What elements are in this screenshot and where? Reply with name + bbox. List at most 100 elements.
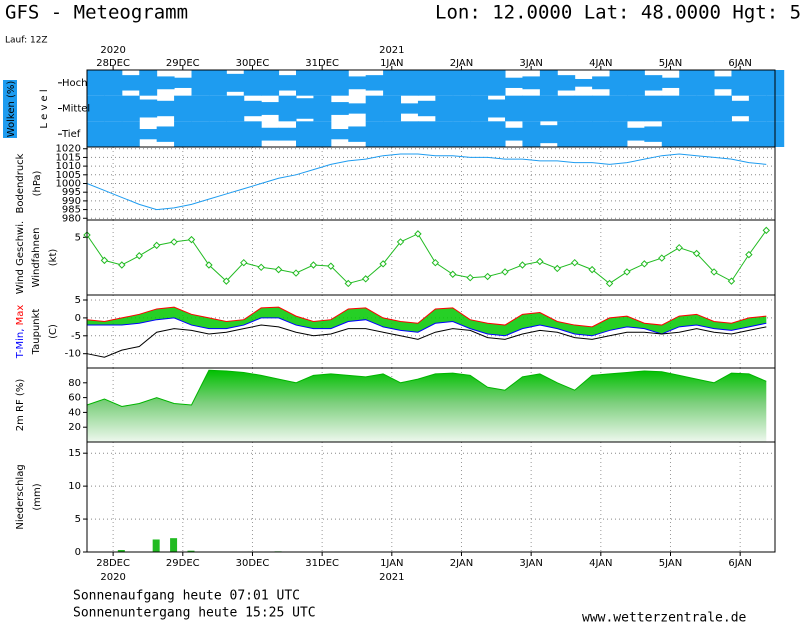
marker xyxy=(379,260,387,268)
axis-label: (C) xyxy=(48,324,59,339)
run: Lauf: 12Z xyxy=(5,36,48,46)
cloud-cell xyxy=(470,70,489,96)
y-tick-label: 15 xyxy=(68,448,81,459)
cloud-cell xyxy=(313,121,332,147)
cloud-cell xyxy=(487,99,506,118)
date-label: 28DEC xyxy=(96,58,130,69)
cloud-cell xyxy=(365,121,384,147)
year-label: 2020 xyxy=(100,45,125,56)
cloud-cell xyxy=(278,95,297,122)
label-box xyxy=(3,80,17,138)
marker xyxy=(449,270,457,278)
series-line xyxy=(86,324,767,358)
cloud-cell xyxy=(191,95,210,122)
cloud-cell xyxy=(661,77,680,88)
series-line xyxy=(87,317,767,337)
cloud-cell xyxy=(400,103,419,114)
cloud-cell xyxy=(609,121,628,147)
year-label: 2021 xyxy=(379,45,404,56)
source: www.wetterzentrale.de xyxy=(582,611,747,625)
cloud-cell xyxy=(383,121,402,147)
marker xyxy=(518,261,527,269)
marker xyxy=(170,238,178,246)
cloud-cell xyxy=(261,102,280,115)
cloud-cell xyxy=(557,75,576,91)
date-label: 30DEC xyxy=(236,558,270,569)
cloud-cell xyxy=(330,102,349,115)
marker xyxy=(658,254,666,262)
cloud-cell xyxy=(87,95,105,122)
cloud-cell xyxy=(696,121,715,147)
date-label: 2JAN xyxy=(450,558,473,569)
cloud-cell xyxy=(261,127,280,141)
cloud-cell xyxy=(435,121,454,147)
axis-label: (kt) xyxy=(48,249,59,267)
y-tick-label: 1005 xyxy=(56,170,81,181)
cloud-cell xyxy=(661,121,680,147)
date-label: 5JAN xyxy=(659,558,682,569)
series-label: 2m RF (%) xyxy=(15,379,26,432)
y-tick-label: 1000 xyxy=(56,179,81,190)
year-label: 2020 xyxy=(100,572,125,583)
cloud-cell xyxy=(417,70,436,96)
marker xyxy=(501,268,509,276)
panel-bg xyxy=(87,442,775,552)
cloud-cell xyxy=(87,121,105,147)
y-tick-label: -5 xyxy=(71,331,81,342)
marker xyxy=(623,268,631,276)
cloud-cell xyxy=(748,95,767,122)
cloud-cell xyxy=(174,95,193,122)
marker xyxy=(240,258,248,267)
y-tick-label: 1015 xyxy=(56,152,81,163)
marker xyxy=(327,262,335,270)
date-label: 5JAN xyxy=(659,58,682,69)
cloud-cell xyxy=(208,95,227,122)
cloud-cell xyxy=(696,70,715,96)
cloud-label: Wolken (%) xyxy=(6,81,17,138)
y-tick-label: 0 xyxy=(75,313,81,324)
marker xyxy=(675,243,683,252)
cloud-cell xyxy=(313,70,332,96)
marker xyxy=(431,258,440,267)
marker xyxy=(762,226,770,235)
cloud-cell xyxy=(748,70,767,96)
y-tick-label: 5 xyxy=(75,232,81,243)
marker xyxy=(605,279,614,288)
series-line xyxy=(86,306,767,328)
series-label: Wind Geschwi. xyxy=(15,221,26,294)
cloud-cell xyxy=(679,121,698,147)
date-label: 3JAN xyxy=(519,58,542,69)
y-tick-label: 1020 xyxy=(56,144,81,155)
cloud-cell xyxy=(121,121,140,147)
marker xyxy=(222,277,231,285)
marker xyxy=(205,261,213,269)
marker xyxy=(292,269,300,277)
series-line xyxy=(86,369,767,407)
cloud-cell xyxy=(557,121,576,147)
marker xyxy=(100,256,109,265)
y-tick-label: 980 xyxy=(62,213,81,224)
cloud-cell xyxy=(609,95,628,122)
marker xyxy=(483,272,492,281)
marker xyxy=(466,273,474,282)
cloud-cell xyxy=(731,70,750,96)
axis-label: (hPa) xyxy=(32,170,43,196)
cloud-cell xyxy=(330,129,349,140)
cloud-cell xyxy=(139,70,158,96)
bar xyxy=(170,538,178,552)
y-tick-label: 995 xyxy=(62,187,81,198)
cloud-cell xyxy=(313,95,332,122)
cloud-cell xyxy=(487,121,506,147)
cloud-cell xyxy=(417,121,436,147)
cloud-cell xyxy=(661,95,680,122)
cloud-cell xyxy=(296,98,314,119)
cloud-cell xyxy=(557,95,576,122)
range-fill xyxy=(87,307,767,336)
cloud-cell xyxy=(87,70,105,96)
cloud-cell xyxy=(365,75,384,91)
axis-label: Windfahnen xyxy=(31,228,42,288)
cloud-cell xyxy=(644,95,663,122)
y-tick-label: 40 xyxy=(68,407,81,418)
cloud-cell xyxy=(731,100,750,117)
